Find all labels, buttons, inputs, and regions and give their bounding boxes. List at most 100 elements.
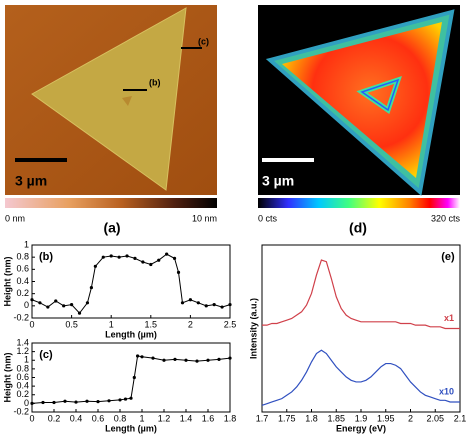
x-tick-label: 0 xyxy=(29,413,34,423)
y-axis-label: Height (nm) xyxy=(2,257,12,307)
data-point xyxy=(30,401,34,405)
y-tick-label: -0.2 xyxy=(13,406,29,416)
y-tick-label: 0.2 xyxy=(16,288,29,298)
data-point xyxy=(141,260,145,264)
x-tick-label: 2 xyxy=(408,413,413,423)
data-point xyxy=(195,359,199,363)
y-tick-label: 1.4 xyxy=(16,337,29,347)
data-point xyxy=(109,254,113,258)
data-point xyxy=(101,255,105,259)
data-point xyxy=(136,354,140,358)
afm-image: (b) (c) 3 µm 0 nm 10 nm (a) xyxy=(5,5,217,236)
pl-center-core xyxy=(360,78,400,112)
data-point xyxy=(74,400,78,404)
x-tick-label: 1.7 xyxy=(256,413,269,423)
data-point xyxy=(85,301,90,305)
x-tick-label: 2.5 xyxy=(224,319,237,329)
x-tick-label: 1.2 xyxy=(158,413,171,423)
x-tick-label: 0.5 xyxy=(65,319,78,329)
x-tick-label: 0 xyxy=(29,319,34,329)
data-point xyxy=(118,398,122,402)
data-point xyxy=(176,270,181,274)
y-tick-label: 0.2 xyxy=(16,389,29,399)
colorbar-max: 320 cts xyxy=(431,213,461,223)
data-point xyxy=(196,301,200,305)
plot-frame xyxy=(31,244,231,319)
data-point xyxy=(52,400,56,405)
colorbar-min: 0 cts xyxy=(258,213,278,223)
x-axis-label: Length (µm) xyxy=(105,329,157,339)
x-tick-label: 0.2 xyxy=(48,413,61,423)
data-point xyxy=(172,256,177,260)
data-point xyxy=(180,301,185,305)
data-point xyxy=(63,399,67,403)
series-label: x1 xyxy=(444,313,454,323)
pl-map: 3 µm 0 cts 320 cts (d) xyxy=(258,5,460,236)
data-point xyxy=(228,303,232,307)
x-tick-label: 1.85 xyxy=(327,413,345,423)
data-point xyxy=(62,304,66,308)
data-point xyxy=(41,400,45,405)
x-tick-label: 0.4 xyxy=(70,413,83,423)
panel-label: (c) xyxy=(39,349,53,361)
x-tick-label: 1.8 xyxy=(305,413,318,423)
x-tick-label: 1.75 xyxy=(278,413,296,423)
data-point xyxy=(165,252,169,256)
data-line xyxy=(31,355,231,404)
series-label: x10 xyxy=(439,386,454,396)
x-axis-label: Energy (eV) xyxy=(336,423,386,433)
x-tick-label: 0.6 xyxy=(92,413,105,423)
data-point xyxy=(212,303,216,307)
data-point xyxy=(70,303,74,307)
panel-label: (b) xyxy=(39,251,53,263)
data-point xyxy=(140,355,144,359)
data-point xyxy=(107,399,111,403)
data-point xyxy=(162,358,166,362)
data-point xyxy=(38,301,42,305)
y-tick-label: 1 xyxy=(24,239,29,249)
data-point xyxy=(228,356,232,360)
data-point xyxy=(54,299,58,303)
caption: (a) xyxy=(103,220,120,236)
marker-label: (c) xyxy=(198,36,209,46)
y-tick-label: 1.2 xyxy=(16,346,29,356)
y-tick-label: 0.8 xyxy=(16,363,29,373)
data-point xyxy=(30,298,34,302)
x-tick-label: 1 xyxy=(109,319,114,329)
data-point xyxy=(132,375,136,380)
data-point xyxy=(173,357,177,361)
y-axis-label: Intensity (a.u.) xyxy=(248,298,258,359)
y-tick-label: 1 xyxy=(24,355,29,365)
scale-bar-label: 3 µm xyxy=(15,173,47,189)
y-tick-label: 0.8 xyxy=(16,252,29,262)
plot-frame xyxy=(261,244,461,413)
data-line xyxy=(31,253,231,314)
y-tick-label: 0.6 xyxy=(16,372,29,382)
y-tick-label: 0 xyxy=(24,398,29,408)
data-point xyxy=(129,396,133,400)
data-line xyxy=(262,259,460,330)
x-tick-label: 1.9 xyxy=(355,413,368,423)
data-point xyxy=(125,254,129,258)
scale-bar xyxy=(15,158,67,162)
y-tick-label: -0.2 xyxy=(13,312,29,322)
pl-flake xyxy=(282,22,442,178)
data-point xyxy=(89,285,93,290)
x-tick-label: 1 xyxy=(139,413,144,423)
colorbar xyxy=(5,198,217,208)
data-point xyxy=(123,397,128,401)
x-tick-label: 1.95 xyxy=(377,413,395,423)
x-tick-label: 1.8 xyxy=(224,413,237,423)
y-tick-label: 0 xyxy=(24,300,29,310)
colorbar-min: 0 nm xyxy=(5,213,25,223)
data-point xyxy=(85,399,89,403)
data-point xyxy=(157,258,161,262)
afm-center-defect xyxy=(122,96,132,106)
data-point xyxy=(46,305,50,309)
x-tick-label: 1.4 xyxy=(180,413,193,423)
y-tick-label: 0.4 xyxy=(16,381,29,391)
colorbar-max: 10 nm xyxy=(192,213,217,223)
x-tick-label: 1.5 xyxy=(145,319,158,329)
x-tick-label: 1.6 xyxy=(202,413,215,423)
